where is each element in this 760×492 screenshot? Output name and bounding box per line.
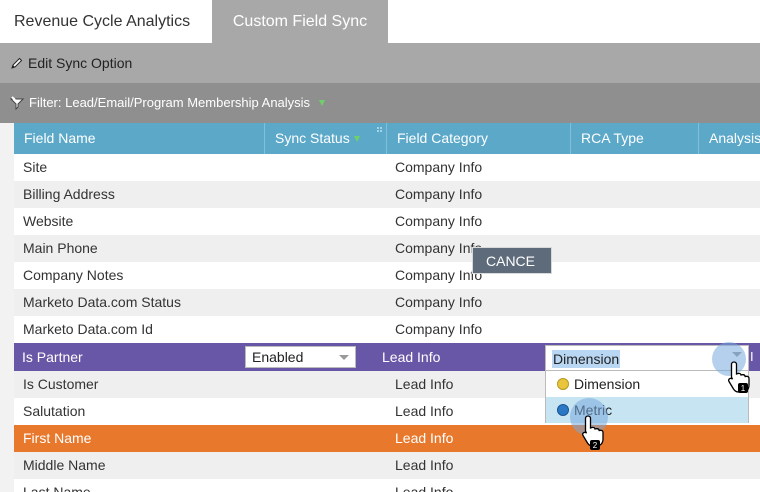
yellow-dot-icon [557,378,569,390]
field-category-cell: Lead Info [395,484,454,492]
sync-status-label: Sync Status [275,130,350,146]
field-name-cell: Last Name [23,484,91,492]
field-category-cell: Company Info [395,267,483,283]
column-header-field-name[interactable]: Field Name [14,123,265,154]
field-name-cell: Website [23,213,74,229]
sync-status-value: Enabled [252,349,304,365]
rca-type-value: Dimension [552,350,621,368]
field-category-cell: Company Info [395,294,483,310]
field-category-cell: Company Info [395,159,483,175]
table-row[interactable]: Company Notes Company Info [14,262,760,289]
callout-2: 2 [593,441,598,450]
grid-header: Field Name Sync Status Field Category RC… [14,123,760,154]
table-row[interactable]: Billing Address Company Info [14,181,760,208]
tab-custom-field-sync[interactable]: Custom Field Sync [212,0,388,43]
field-name-cell: Main Phone [23,240,98,256]
table-row[interactable]: Site Company Info [14,154,760,181]
field-name-cell: Is Customer [23,376,99,392]
field-category-cell: Lead Info [382,349,441,365]
resize-grip-icon [377,127,382,132]
pencil-icon [11,57,23,69]
hand-cursor-icon: 2 [582,415,604,450]
edge-marker: I [750,349,754,364]
filter-bar: Filter: Lead/Email/Program Membership An… [0,83,760,123]
option-dimension[interactable]: Dimension [546,371,748,397]
chevron-down-icon [339,355,349,360]
column-header-field-category[interactable]: Field Category [387,123,571,154]
field-name-cell: Is Partner [22,349,83,365]
field-grid: Field Name Sync Status Field Category RC… [14,123,760,492]
table-row[interactable]: Last Name Lead Info [14,479,760,492]
column-header-rca-type[interactable]: RCA Type [571,123,699,154]
column-header-analysis[interactable]: Analysis [709,130,760,146]
column-header-sync-status[interactable]: Sync Status [265,123,387,154]
option-dimension-label: Dimension [574,376,641,392]
field-category-cell: Company Info [395,321,483,337]
table-row[interactable]: Marketo Data.com Id Company Info [14,316,760,343]
field-name-cell: Middle Name [23,457,106,473]
toolbar: Edit Sync Option [0,43,760,83]
field-name-cell: Marketo Data.com Status [23,294,181,310]
tab-bar: Revenue Cycle Analytics Custom Field Syn… [0,0,760,43]
field-category-cell: Lead Info [395,376,454,392]
field-category-cell: Company Info [395,213,483,229]
field-name-cell: Marketo Data.com Id [23,321,153,337]
sort-triangle-icon [353,136,360,143]
table-row[interactable]: Main Phone Company Info [14,235,760,262]
field-category-cell: Lead Info [395,457,454,473]
field-name-cell: First Name [23,430,92,446]
hand-cursor-icon: 1 [728,361,750,393]
tab-revenue-cycle-analytics[interactable]: Revenue Cycle Analytics [0,0,212,43]
callout-1: 1 [741,384,746,393]
edit-sync-option-label: Edit Sync Option [28,55,133,71]
field-name-cell: Salutation [23,403,86,419]
field-name-cell: Company Notes [23,267,124,283]
field-name-cell: Site [23,159,48,175]
table-row[interactable]: Marketo Data.com Status Company Info [14,289,760,316]
blue-dot-icon [557,404,569,416]
filter-label: Filter: Lead/Email/Program Membership An… [29,95,311,110]
sync-status-select[interactable]: Enabled [245,346,356,368]
field-category-cell: Lead Info [395,403,454,419]
chevron-down-icon[interactable] [319,100,326,106]
filter-dropdown[interactable]: Filter: Lead/Email/Program Membership An… [10,83,326,123]
field-category-cell: Lead Info [395,430,454,446]
field-category-cell: Company Info [395,240,483,256]
field-name-cell: Billing Address [23,186,115,202]
click-pulse [712,342,746,376]
table-row-highlighted[interactable]: First Name Lead Info [14,425,760,452]
cancel-button[interactable]: CANCE [472,247,552,274]
field-category-cell: Company Info [395,186,483,202]
funnel-icon [10,96,24,110]
table-row[interactable]: Middle Name Lead Info [14,452,760,479]
edit-sync-option-button[interactable]: Edit Sync Option [10,43,132,83]
table-row[interactable]: Website Company Info [14,208,760,235]
